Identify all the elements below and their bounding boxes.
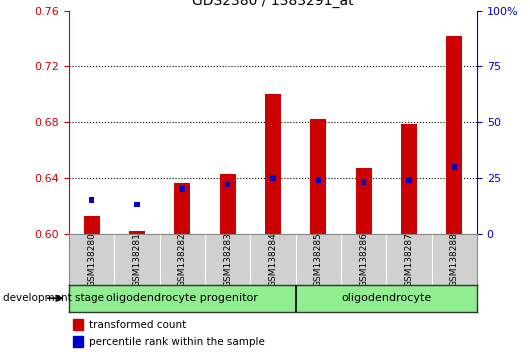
Text: development stage: development stage xyxy=(3,293,104,303)
Text: oligodendrocyte: oligodendrocyte xyxy=(341,293,431,303)
Bar xyxy=(134,202,140,207)
Bar xyxy=(180,186,185,192)
Bar xyxy=(406,177,412,183)
Bar xyxy=(73,336,83,347)
Bar xyxy=(356,168,372,234)
Bar xyxy=(401,124,417,234)
Bar xyxy=(84,216,100,234)
Text: GSM138288: GSM138288 xyxy=(450,232,459,287)
Bar xyxy=(361,179,366,185)
Bar xyxy=(452,164,457,170)
Bar xyxy=(315,177,321,183)
Bar xyxy=(89,198,94,203)
Text: transformed count: transformed count xyxy=(89,320,187,330)
Bar xyxy=(225,182,231,187)
Text: oligodendrocyte progenitor: oligodendrocyte progenitor xyxy=(107,293,258,303)
Bar xyxy=(270,175,276,181)
Bar xyxy=(129,231,145,234)
Bar xyxy=(265,94,281,234)
Title: GDS2380 / 1383291_at: GDS2380 / 1383291_at xyxy=(192,0,354,8)
Bar xyxy=(219,174,235,234)
Text: GSM138283: GSM138283 xyxy=(223,232,232,287)
Bar xyxy=(311,119,326,234)
Text: GSM138282: GSM138282 xyxy=(178,232,187,287)
Text: GSM138287: GSM138287 xyxy=(404,232,413,287)
Text: GSM138280: GSM138280 xyxy=(87,232,96,287)
Bar xyxy=(174,183,190,234)
Text: GSM138284: GSM138284 xyxy=(269,232,277,287)
Text: GSM138281: GSM138281 xyxy=(132,232,142,287)
Text: GSM138285: GSM138285 xyxy=(314,232,323,287)
Bar xyxy=(446,36,462,234)
Text: percentile rank within the sample: percentile rank within the sample xyxy=(89,337,265,347)
Bar xyxy=(73,319,83,330)
Text: GSM138286: GSM138286 xyxy=(359,232,368,287)
